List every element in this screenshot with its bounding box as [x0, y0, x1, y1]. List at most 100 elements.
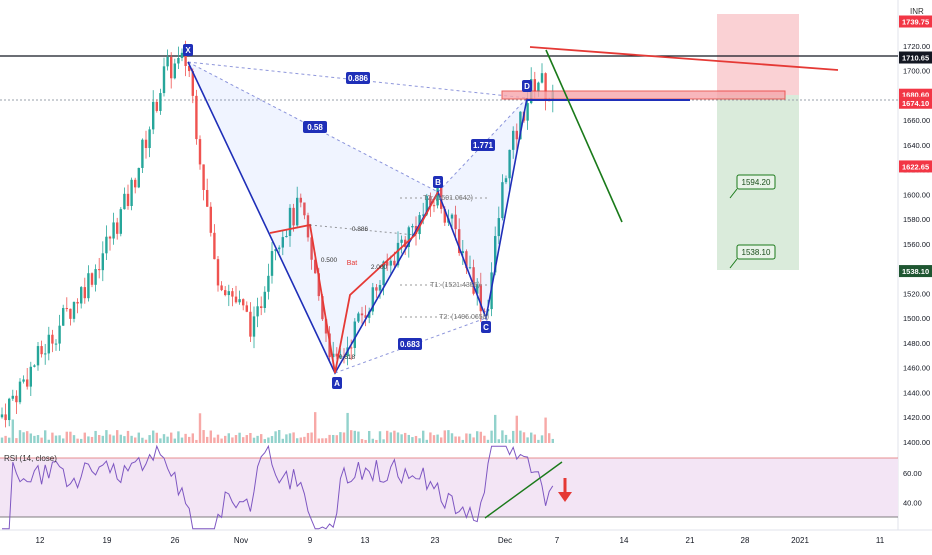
- price-badge: 1622.65: [899, 160, 932, 173]
- candle-body: [310, 237, 313, 260]
- time-tick-label: 2021: [791, 536, 809, 545]
- price-tick-label: 1420.00: [903, 413, 930, 422]
- candle-body: [378, 285, 382, 291]
- volume-bar: [540, 435, 544, 443]
- volume-bar: [342, 432, 346, 443]
- candle-body: [173, 63, 176, 79]
- candle-body: [472, 267, 475, 294]
- candle-body: [443, 208, 446, 223]
- candle-body: [227, 291, 230, 296]
- volume-bar: [400, 434, 403, 443]
- candle-body: [159, 93, 162, 111]
- candle-body: [512, 130, 515, 150]
- volume-bar: [195, 439, 198, 443]
- pattern-point-c[interactable]: C: [481, 321, 491, 333]
- volume-bar: [281, 438, 284, 443]
- target-callout-2[interactable]: 1538.10: [729, 244, 776, 269]
- candle-body: [123, 193, 126, 210]
- volume-bar: [533, 434, 536, 443]
- price-tick-label: 1480.00: [903, 339, 930, 348]
- volume-bar: [288, 433, 292, 443]
- candle-body: [436, 187, 439, 206]
- candle-body: [51, 334, 54, 344]
- volume-bar: [519, 430, 522, 443]
- volume-bar: [332, 434, 335, 443]
- volume-bar: [206, 436, 209, 443]
- volume-bar: [22, 432, 25, 443]
- volume-bar: [101, 435, 104, 443]
- volume-bar: [465, 433, 468, 443]
- volume-bar: [8, 437, 11, 443]
- candle-body: [44, 353, 47, 355]
- target-callout-1[interactable]: 1594.20: [729, 174, 776, 199]
- volume-bar: [440, 437, 443, 443]
- volume-bar: [270, 436, 274, 443]
- volume-bar: [544, 417, 547, 443]
- candle-body: [18, 381, 22, 403]
- price-badge-label: 1710.65: [902, 54, 929, 63]
- volume-bar: [198, 413, 202, 443]
- volume-bar: [0, 437, 4, 443]
- candle-body: [396, 242, 400, 266]
- candle-body: [98, 269, 101, 271]
- price-badge: 1538.10: [899, 265, 932, 278]
- volume-bar: [252, 437, 256, 443]
- candle-body: [152, 101, 155, 130]
- volume-bar: [303, 436, 306, 443]
- pattern-point-a[interactable]: A: [332, 377, 342, 389]
- price-tick-label: 1640.00: [903, 141, 930, 150]
- price-tick-label: 1440.00: [903, 388, 930, 397]
- candle-body: [476, 284, 479, 294]
- candle-body: [62, 308, 65, 326]
- rsi-trendline: [484, 461, 563, 519]
- svg-text:0.886: 0.886: [348, 74, 369, 83]
- time-tick-label: 14: [620, 536, 629, 545]
- price-tick-label: 1720.00: [903, 42, 930, 51]
- stop-loss-zone: [717, 14, 799, 95]
- candle-body: [105, 236, 108, 254]
- candle-body: [26, 379, 29, 387]
- volume-bar: [177, 431, 180, 443]
- candle-body: [4, 414, 7, 421]
- price-badge-label: 1739.75: [902, 17, 929, 26]
- volume-bar: [40, 437, 43, 443]
- volume-layer: [0, 412, 554, 443]
- volume-bar: [375, 439, 378, 443]
- volume-bar: [378, 431, 382, 443]
- candle-body: [108, 236, 112, 239]
- volume-bar: [382, 439, 385, 443]
- pattern-point-d[interactable]: D: [522, 80, 532, 92]
- pattern-point-x[interactable]: X: [183, 44, 193, 56]
- candle-body: [368, 311, 371, 318]
- inner-target-label: T2: (1591.0642): [423, 195, 473, 202]
- ratio-label: 0.58: [303, 121, 327, 133]
- volume-bar: [360, 439, 364, 443]
- candle-body: [461, 251, 464, 254]
- candle-body: [54, 343, 58, 345]
- svg-text:A: A: [334, 379, 340, 388]
- projection-line: [545, 49, 623, 223]
- time-tick-label: 7: [555, 536, 560, 545]
- volume-bar: [461, 439, 464, 443]
- volume-bar: [62, 438, 65, 443]
- candle-body: [537, 82, 540, 92]
- candle-body: [144, 139, 148, 149]
- volume-bar: [364, 439, 367, 443]
- candle-body: [508, 149, 511, 179]
- candle-body: [58, 325, 61, 344]
- volume-bar: [69, 431, 72, 443]
- volume-bar: [292, 432, 295, 443]
- pattern-point-b[interactable]: B: [433, 176, 443, 188]
- candle-body: [533, 79, 536, 92]
- time-tick-label: 19: [103, 536, 112, 545]
- candle-body: [119, 209, 122, 234]
- volume-bar: [472, 437, 475, 443]
- volume-bar: [209, 430, 212, 443]
- volume-bar: [58, 435, 61, 443]
- candle-body: [130, 179, 133, 206]
- candle-body: [504, 178, 508, 183]
- candle-body: [87, 273, 90, 299]
- volume-bar: [497, 439, 500, 443]
